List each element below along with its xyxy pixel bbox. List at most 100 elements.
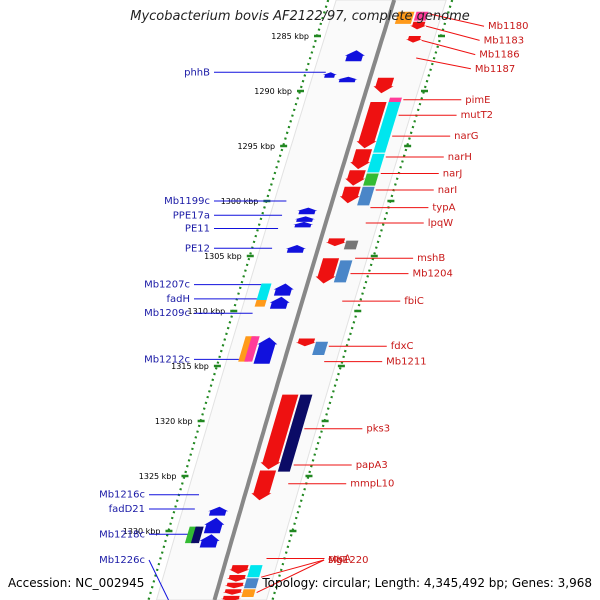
gene-feature: [226, 575, 247, 582]
gene-feature: [256, 283, 272, 300]
gene-feature: [220, 595, 241, 600]
kbp-tick-label: 1325 kbp: [139, 472, 177, 481]
leader-line-right: [416, 57, 471, 70]
gene-feature: [269, 296, 290, 309]
leader-line-right: [429, 13, 485, 27]
gene-feature: [222, 589, 243, 595]
left-dotted-ring: [147, 0, 330, 600]
gene-feature: [356, 102, 387, 149]
gene-label-right: fdxC: [391, 341, 414, 352]
gene-feature: [199, 534, 220, 548]
kbp-tick-label: 1315 kbp: [171, 362, 209, 371]
gene-label-right: typA: [432, 203, 455, 214]
gene-label-left: Mb1209c: [144, 308, 190, 319]
gene-feature: [350, 149, 373, 170]
gene-feature-layer: [184, 11, 429, 600]
gene-feature: [260, 394, 299, 470]
gene-label-right: Mb1211: [386, 357, 426, 368]
gene-feature: [343, 240, 359, 250]
kbp-tick-label: 1330 kbp: [123, 527, 161, 536]
gene-feature: [243, 578, 259, 589]
gene-label-left: fadH: [166, 294, 190, 305]
gene-label-right: papA3: [356, 460, 388, 471]
accession-text: Accession: NC_002945: [8, 576, 144, 590]
gene-feature: [363, 173, 379, 186]
gene-feature: [244, 336, 260, 362]
gene-label-left: PE11: [185, 224, 210, 235]
gene-feature: [241, 589, 256, 597]
gene-feature: [333, 260, 353, 283]
gene-feature: [315, 258, 340, 284]
gene-label-right: pks3: [366, 424, 390, 435]
kbp-tick-label: 1305 kbp: [204, 252, 242, 261]
gene-label-left: Mb1216c: [99, 490, 145, 501]
gene-label-right: narG: [454, 131, 478, 142]
gene-label-right: rocA: [328, 554, 351, 565]
gene-feature: [410, 21, 427, 30]
gene-feature: [253, 337, 278, 364]
gene-feature: [295, 338, 316, 347]
gene-feature: [190, 526, 204, 544]
kbp-tick-label: 1295 kbp: [237, 142, 275, 151]
leader-line-layer: [148, 13, 485, 600]
gene-feature: [224, 582, 245, 589]
gene-feature: [251, 470, 277, 501]
gene-feature: [406, 36, 422, 43]
gene-label-right: narJ: [443, 169, 463, 180]
gene-feature: [413, 11, 429, 21]
gene-label-right: Mb1220: [328, 555, 368, 566]
genome-backbone: [212, 0, 397, 600]
leader-line-right: [421, 39, 476, 56]
gene-label-left: phhB: [184, 67, 210, 78]
gene-label-left: Mb1207c: [144, 280, 190, 291]
gene-feature: [373, 102, 401, 153]
gene-feature: [208, 506, 229, 516]
leader-line-right: [260, 559, 325, 578]
gene-label-layer: phhB Mb1199c PPE17a PE11 PE12 Mb1207c fadH Mb12…: [99, 21, 528, 566]
gene-label-left: PPE17a: [173, 210, 210, 221]
gene-label-right: Mb1180: [488, 21, 528, 32]
gene-feature: [322, 72, 337, 78]
gene-feature: [312, 341, 329, 355]
gene-label-right: narI: [438, 185, 458, 196]
gene-feature: [367, 153, 385, 173]
gene-label-right: sigI: [328, 555, 345, 566]
gene-feature: [254, 300, 267, 307]
gene-label-right: Mb1204: [412, 269, 452, 280]
gene-label-left: Mb1212c: [144, 354, 190, 365]
leader-line-left: [148, 559, 169, 600]
gene-label-left: fadD21: [109, 504, 145, 515]
gene-feature: [325, 238, 346, 247]
gene-label-right: Mb1186: [479, 50, 519, 61]
leader-line-right: [256, 559, 325, 594]
kbp-tick-label: 1310 kbp: [188, 307, 226, 316]
gene-feature: [339, 186, 361, 204]
backbone-layer: [155, 0, 447, 600]
gene-feature: [344, 50, 365, 62]
gene-label-right: fbiC: [404, 296, 424, 307]
gene-feature: [277, 394, 313, 472]
kbp-tick-label: 1290 kbp: [254, 87, 292, 96]
gene-feature: [337, 76, 358, 83]
gene-label-left: Mb1226c: [99, 555, 145, 566]
kbp-tick-label: 1285 kbp: [271, 32, 309, 41]
gene-feature: [345, 170, 366, 186]
gene-label-right: lpqW: [428, 218, 453, 229]
gene-label-left: Mb1199c: [164, 196, 210, 207]
gene-label-right: mshB: [417, 253, 445, 264]
gene-label-left: PE12: [185, 243, 210, 254]
topology-text: Topology: circular; Length: 4,345,492 bp…: [261, 576, 592, 590]
gene-feature: [293, 221, 314, 228]
gene-label-left: Mb1218c: [99, 529, 145, 540]
gene-label-right: Mb1183: [484, 35, 524, 46]
leader-line-right: [425, 25, 480, 41]
gene-label-right: mmpL10: [350, 479, 394, 490]
gene-label-right: Mb1187: [475, 64, 515, 75]
right-dotted-ring: [271, 0, 454, 600]
gene-feature: [273, 283, 294, 296]
kbp-tick-label: 1320 kbp: [155, 417, 193, 426]
gene-feature: [229, 565, 250, 574]
map-title: Mycobacterium bovis AF2122/97, complete …: [130, 9, 469, 24]
